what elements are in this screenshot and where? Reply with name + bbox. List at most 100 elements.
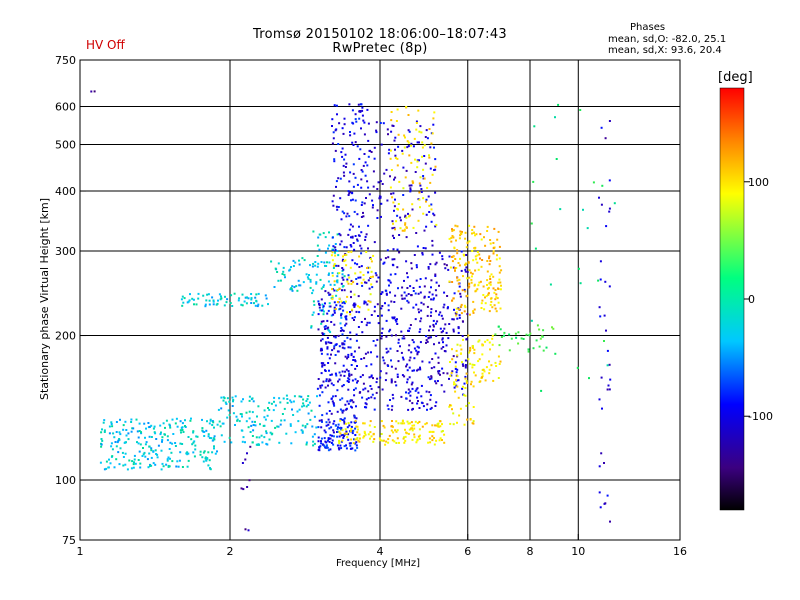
data-point [165,419,168,422]
data-point [352,304,355,307]
data-point [347,381,350,383]
data-point [381,327,384,330]
data-point [364,238,367,241]
data-point [419,320,422,323]
data-point [354,141,357,144]
data-point [304,425,307,428]
data-point [381,305,384,307]
data-point [191,443,194,446]
data-point [330,254,333,257]
data-point [349,442,352,445]
data-point [187,452,190,455]
data-point [342,132,345,135]
data-point [542,349,545,352]
data-point [341,397,344,400]
data-point [416,345,419,348]
data-point [343,347,346,350]
data-point [180,298,183,301]
data-point [268,408,271,411]
data-point [228,436,231,439]
data-point [160,468,163,471]
data-point [331,288,334,291]
data-point [414,292,417,295]
data-point [183,297,186,300]
data-point [138,422,141,425]
stats-heading: Phases [630,22,666,33]
data-point [477,340,480,343]
data-point [454,383,457,386]
data-point [145,427,147,430]
data-point [362,215,365,218]
data-point [327,328,330,331]
data-point [296,289,299,292]
data-point [332,431,335,434]
data-point [147,466,150,469]
data-point [415,279,418,282]
data-point [178,459,181,462]
data-point [471,229,474,231]
data-point [493,227,496,230]
data-point [380,293,383,295]
data-point [447,306,449,309]
data-point [327,341,330,344]
data-point [355,278,358,280]
data-point [201,456,204,459]
data-point [360,231,363,234]
data-point [409,324,412,326]
data-point [323,429,326,432]
data-point [362,211,364,214]
data-point [472,311,475,314]
data-point [451,370,454,373]
data-point [474,246,477,249]
data-point [453,292,456,295]
data-point [394,380,397,383]
data-point [351,109,354,112]
data-point [456,317,459,320]
data-point [338,430,341,433]
data-point [337,423,340,426]
data-point [497,287,499,290]
data-point [464,270,467,273]
data-point [220,407,223,410]
data-point [452,229,455,232]
data-point [608,179,611,182]
data-point [469,346,472,349]
data-point [428,211,431,213]
data-point [455,378,457,381]
data-point [339,243,342,246]
data-point [411,402,414,405]
data-point [334,395,337,398]
data-point [332,131,335,134]
data-point [554,352,557,355]
data-point [347,274,350,277]
data-point [477,268,480,271]
data-point [410,144,412,147]
data-point [375,280,378,283]
data-point [298,408,301,411]
data-point [346,280,349,283]
data-point [365,406,368,409]
data-point [429,181,432,184]
data-point [273,400,275,403]
data-point [111,455,114,458]
data-point [339,197,342,200]
data-point [408,366,411,369]
data-point [333,306,336,309]
data-point [362,274,365,276]
data-point [425,390,428,393]
x-axis-ticks: 1 2 4 6 8 10 16 [77,534,687,558]
data-point [442,346,445,348]
data-point [394,228,396,231]
data-point [418,285,421,288]
data-point [393,258,396,261]
data-point [431,430,434,433]
data-point [408,359,411,362]
data-point [394,429,397,432]
data-point [433,366,436,369]
data-point [342,364,345,367]
data-point [408,327,411,330]
data-point [431,239,434,242]
data-point [317,436,320,439]
data-point [282,270,285,273]
data-point [459,295,462,298]
